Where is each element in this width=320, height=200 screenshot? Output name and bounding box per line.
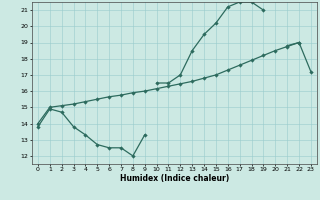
X-axis label: Humidex (Indice chaleur): Humidex (Indice chaleur) bbox=[120, 174, 229, 183]
